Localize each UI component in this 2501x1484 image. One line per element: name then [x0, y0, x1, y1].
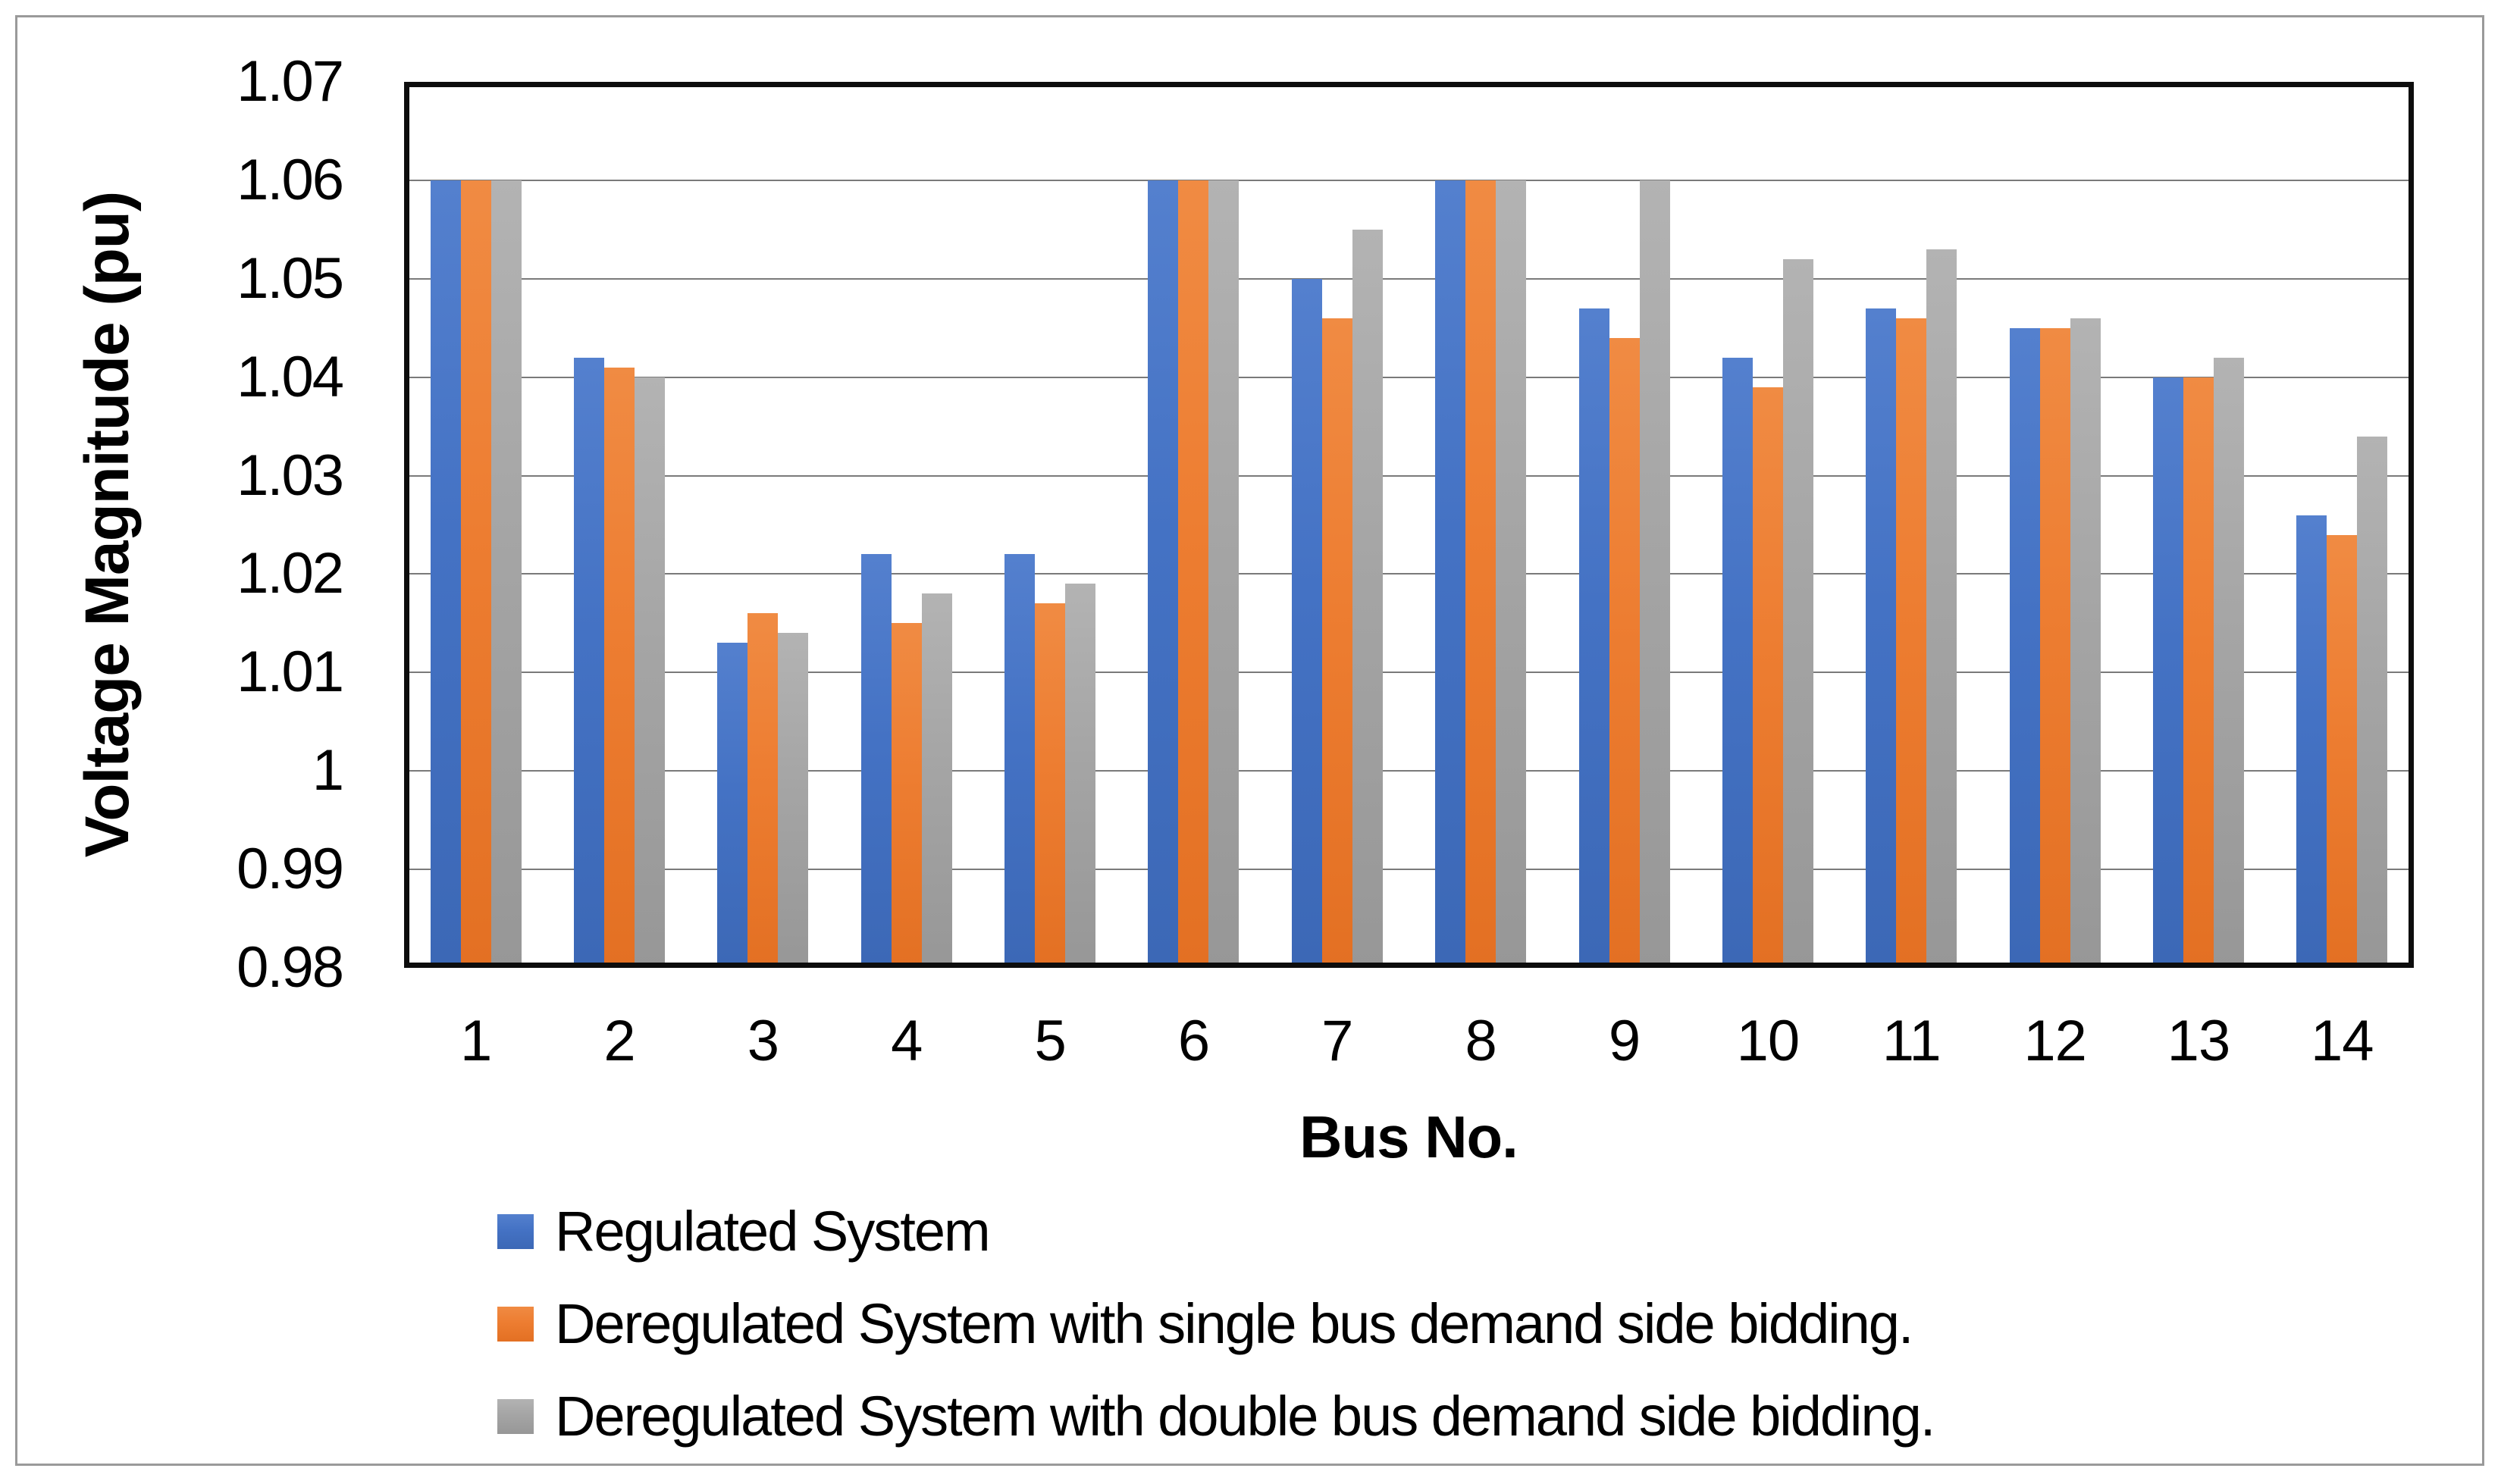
bar-regulated-bus-14 [2296, 515, 2327, 968]
bar-regulated-bus-10 [1722, 357, 1753, 968]
gridline-0.99 [404, 869, 2414, 871]
x-tick-label: 3 [747, 1009, 779, 1073]
axis-box-border [404, 82, 2414, 968]
bar-double-bid-bus-1 [490, 180, 522, 968]
bar-regulated-bus-13 [2152, 377, 2183, 968]
y-tick-label: 1.05 [237, 246, 344, 311]
x-tick-label: 12 [2023, 1009, 2087, 1073]
y-tick-label: 1 [312, 738, 344, 803]
y-tick-label: 1.02 [237, 541, 344, 606]
y-tick-label: 1.01 [237, 640, 344, 705]
bar-regulated-bus-1 [430, 180, 461, 968]
bar-regulated-bus-8 [1435, 180, 1466, 968]
gridline-1.05 [404, 277, 2414, 280]
bar-regulated-bus-12 [2009, 327, 2040, 968]
legend-marker-regulated [497, 1214, 534, 1249]
x-axis-title: Bus No. [1299, 1104, 1518, 1170]
y-tick-label: 0.98 [237, 935, 344, 1000]
bar-single-bid-bus-11 [1896, 318, 1927, 968]
bar-double-bid-bus-4 [921, 593, 952, 968]
bar-regulated-bus-9 [1578, 308, 1609, 968]
bar-single-bid-bus-9 [1609, 337, 1640, 968]
bar-double-bid-bus-5 [1065, 584, 1096, 968]
x-axis-tick-labels: 1 2 3 4 5 6 7 8 9 10 11 12 13 14 [404, 1013, 2414, 1085]
bar-double-bid-bus-12 [2070, 318, 2101, 968]
gridline-1.06 [404, 179, 2414, 181]
gridline-1.04 [404, 376, 2414, 378]
legend-marker-double-bid [497, 1399, 534, 1434]
y-tick-label: 0.99 [237, 837, 344, 902]
bar-double-bid-bus-9 [1639, 180, 1670, 968]
y-tick-label: 1.07 [237, 49, 344, 114]
y-axis-tick-labels: 1.07 1.06 1.05 1.04 1.03 1.02 1.01 1 0.99 0.98 [0, 53, 344, 997]
legend-item-double-bid: Deregulated System with double bus deman… [497, 1383, 1935, 1450]
bar-single-bid-bus-10 [1752, 387, 1783, 968]
bar-regulated-bus-6 [1148, 180, 1179, 968]
legend-item-regulated: Regulated System [497, 1198, 1934, 1265]
bar-regulated-bus-4 [860, 554, 892, 968]
bar-single-bid-bus-13 [2183, 377, 2214, 968]
bar-double-bid-bus-2 [635, 377, 666, 968]
x-tick-label: 10 [1736, 1009, 1801, 1073]
bar-regulated-bus-5 [1004, 554, 1036, 968]
y-tick-label: 1.03 [237, 443, 344, 508]
bar-double-bid-bus-3 [778, 633, 809, 968]
bar-double-bid-bus-10 [1782, 258, 1813, 968]
bar-single-bid-bus-1 [460, 180, 491, 968]
gridline-1.03 [404, 474, 2414, 477]
legend-item-single-bid: Deregulated System with single bus deman… [497, 1291, 1934, 1357]
x-tick-label: 13 [2167, 1009, 2231, 1073]
x-tick-label: 2 [603, 1009, 635, 1073]
legend-label-regulated: Regulated System [555, 1200, 991, 1263]
bar-double-bid-bus-8 [1496, 180, 1527, 968]
legend-label-single-bid: Deregulated System with single bus deman… [555, 1292, 1913, 1355]
y-tick-label: 1.06 [237, 147, 344, 212]
x-tick-label: 7 [1321, 1009, 1353, 1073]
bar-single-bid-bus-6 [1178, 180, 1209, 968]
bar-regulated-bus-2 [574, 357, 605, 968]
bar-regulated-bus-3 [717, 643, 748, 968]
bar-single-bid-bus-5 [1035, 603, 1066, 968]
bar-regulated-bus-11 [1866, 308, 1897, 968]
x-tick-label: 6 [1177, 1009, 1210, 1073]
legend-label-double-bid: Deregulated System with double bus deman… [555, 1385, 1935, 1448]
x-tick-label: 1 [460, 1009, 492, 1073]
gridline-1.02 [404, 573, 2414, 575]
bar-regulated-bus-7 [1291, 278, 1322, 968]
bar-single-bid-bus-8 [1465, 180, 1497, 968]
x-tick-label: 14 [2311, 1009, 2374, 1073]
y-tick-label: 1.04 [237, 344, 344, 409]
bar-double-bid-bus-6 [1208, 180, 1240, 968]
bar-double-bid-bus-13 [2213, 357, 2244, 968]
bar-double-bid-bus-14 [2357, 436, 2388, 968]
bar-single-bid-bus-12 [2039, 327, 2070, 968]
plot-area [404, 82, 2414, 968]
legend: Regulated System Deregulated System with … [497, 1198, 1935, 1476]
gridline-1.01 [404, 672, 2414, 674]
x-tick-label: 11 [1882, 1009, 1942, 1073]
x-tick-label: 9 [1608, 1009, 1641, 1073]
bar-single-bid-bus-14 [2327, 534, 2358, 968]
bar-single-bid-bus-3 [747, 613, 779, 968]
x-tick-label: 4 [891, 1009, 923, 1073]
bar-double-bid-bus-7 [1352, 229, 1383, 968]
bar-single-bid-bus-7 [1321, 318, 1352, 968]
x-tick-label: 8 [1465, 1009, 1497, 1073]
gridline-1 [404, 770, 2414, 772]
bar-double-bid-bus-11 [1926, 249, 1957, 968]
legend-marker-single-bid [497, 1307, 534, 1342]
x-tick-label: 5 [1034, 1009, 1066, 1073]
bar-single-bid-bus-4 [891, 623, 922, 968]
bar-single-bid-bus-2 [604, 367, 635, 968]
